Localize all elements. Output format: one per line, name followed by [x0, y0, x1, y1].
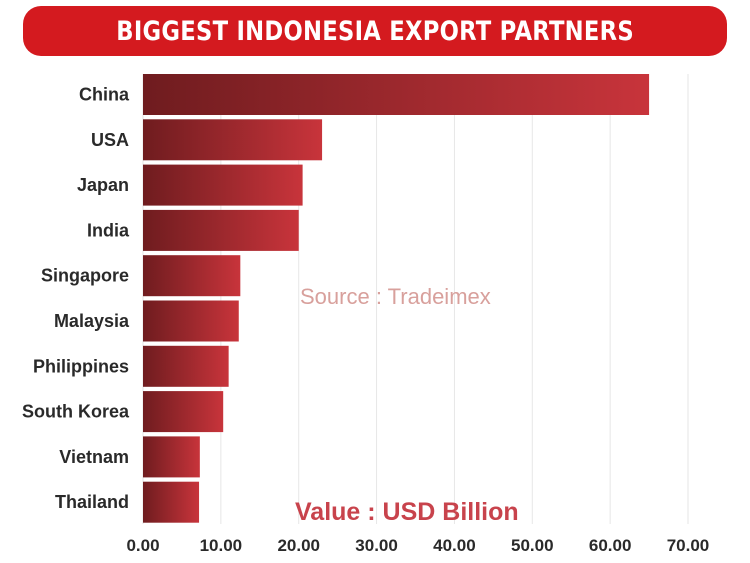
category-label: India	[87, 220, 130, 240]
category-labels: China USA Japan India Singapore Malaysia Phili…	[22, 85, 130, 513]
unit-label: Value : USD Billion	[295, 498, 519, 526]
category-label: Thailand	[55, 492, 129, 512]
x-tick-label: 70.00	[667, 536, 710, 555]
category-label: South Korea	[22, 402, 130, 422]
bar	[143, 481, 200, 523]
bar	[143, 345, 229, 387]
bar	[143, 119, 323, 161]
x-tick-label: 20.00	[277, 536, 320, 555]
bar	[143, 391, 224, 433]
source-note: Source : Tradeimex	[300, 284, 491, 309]
gridlines	[142, 74, 689, 524]
category-label: Vietnam	[59, 447, 129, 467]
bar	[143, 436, 200, 478]
x-tick-label: 0.00	[126, 536, 159, 555]
bar	[143, 255, 241, 297]
x-tick-label: 10.00	[200, 536, 243, 555]
category-label: Singapore	[41, 266, 129, 286]
category-label: Japan	[77, 175, 129, 195]
x-tick-label: 50.00	[511, 536, 554, 555]
bar	[143, 164, 303, 206]
x-tick-label: 60.00	[589, 536, 632, 555]
chart-title: BIGGEST INDONESIA EXPORT PARTNERS	[116, 15, 634, 47]
bars	[143, 74, 650, 523]
category-label: Philippines	[33, 356, 129, 376]
x-axis-tick-labels: 0.00 10.00 20.00 30.00 40.00 50.00 60.00 70.00	[126, 536, 709, 555]
category-label: USA	[91, 130, 129, 150]
category-label: Malaysia	[54, 311, 130, 331]
bar	[143, 209, 299, 251]
bar	[143, 300, 239, 342]
x-tick-label: 30.00	[355, 536, 398, 555]
bar	[143, 74, 650, 115]
x-tick-label: 40.00	[433, 536, 476, 555]
title-banner: BIGGEST INDONESIA EXPORT PARTNERS	[23, 6, 727, 56]
category-label: China	[79, 85, 130, 105]
